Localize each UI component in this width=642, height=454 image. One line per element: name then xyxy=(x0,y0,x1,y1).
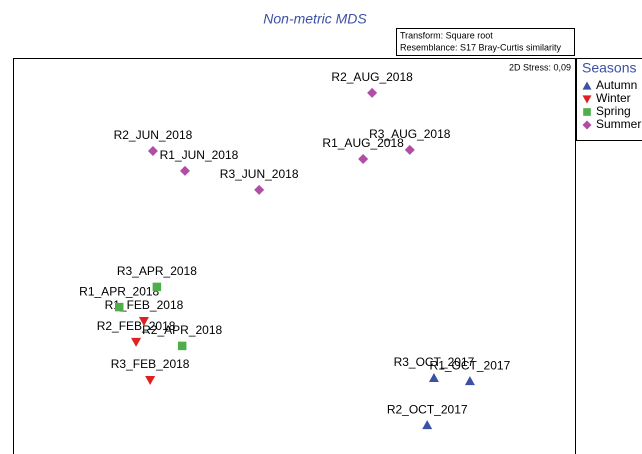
point-label: R2_APR_2018 xyxy=(142,323,222,337)
annotation-box xyxy=(396,28,575,56)
legend-label: Autumn xyxy=(596,78,637,92)
point-label: R3_FEB_2018 xyxy=(111,357,190,371)
legend-title: Seasons xyxy=(582,60,636,76)
legend-label: Summer xyxy=(596,117,641,131)
plot-frame xyxy=(13,58,576,454)
point-label: R3_OCT_2017 xyxy=(394,355,475,369)
point-label: R3_APR_2018 xyxy=(117,264,197,278)
point-label: R3_JUN_2018 xyxy=(220,167,299,181)
point-label: R2_AUG_2018 xyxy=(331,70,413,84)
legend-marker xyxy=(582,95,592,104)
point-label: R3_AUG_2018 xyxy=(369,127,451,141)
point xyxy=(422,420,433,430)
annotation: Resemblance: S17 Bray-Curtis similarity xyxy=(400,42,562,52)
stress-label: 2D Stress: 0,09 xyxy=(509,62,571,72)
legend-label: Spring xyxy=(596,104,631,118)
point xyxy=(428,372,439,382)
point xyxy=(404,144,415,155)
point-label: R1_FEB_2018 xyxy=(105,298,184,312)
point xyxy=(145,375,156,385)
point-label: R2_OCT_2017 xyxy=(387,402,468,416)
point xyxy=(464,376,475,386)
legend-label: Winter xyxy=(596,91,631,105)
point xyxy=(131,337,142,347)
point-label: R2_JUN_2018 xyxy=(114,128,193,142)
chart-title: Non-metric MDS xyxy=(263,11,367,27)
point xyxy=(358,153,369,164)
point xyxy=(367,87,378,98)
point xyxy=(254,184,265,195)
point-label: R1_APR_2018 xyxy=(79,284,159,298)
annotation: Transform: Square root xyxy=(400,30,493,40)
point-label: R1_JUN_2018 xyxy=(160,148,239,162)
point xyxy=(177,341,187,351)
point-label: R1_AUG_2018 xyxy=(322,136,404,150)
point xyxy=(147,146,158,157)
point xyxy=(179,165,190,176)
point xyxy=(138,316,149,326)
point-label: R2_FEB_2018 xyxy=(97,319,176,333)
legend-marker xyxy=(582,81,592,90)
point xyxy=(114,302,124,312)
point-label: R1_OCT_2017 xyxy=(430,358,511,372)
legend-marker xyxy=(583,108,591,116)
point xyxy=(152,282,162,292)
legend-marker xyxy=(582,120,592,130)
